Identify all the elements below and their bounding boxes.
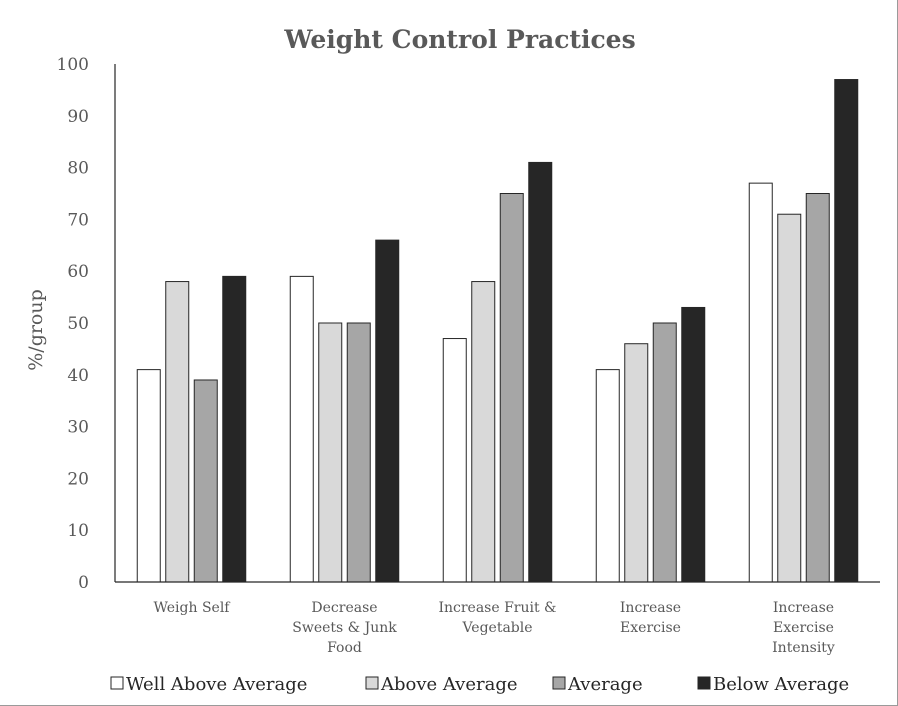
- legend-label: Below Average: [713, 674, 849, 695]
- category-labels: Weigh Self Decrease Sweets & Junk Food Incre…: [154, 600, 835, 656]
- bar-below-average: [834, 79, 859, 583]
- legend: Well Above Average Above Average Average Be…: [110, 674, 849, 695]
- legend-label: Average: [567, 674, 643, 695]
- bar-above-average: [165, 281, 190, 583]
- bar-above-average: [777, 213, 802, 583]
- bar-well-above-average: [136, 369, 161, 583]
- bar-average: [805, 193, 830, 583]
- y-tick-label: 50: [67, 314, 89, 334]
- y-tick-label: 80: [67, 159, 89, 179]
- chart-title: Weight Control Practices: [283, 25, 635, 54]
- bar-well-above-average: [595, 369, 620, 583]
- legend-label: Above Average: [380, 674, 518, 695]
- x-tick-label: Weigh Self: [154, 600, 232, 616]
- y-tick-label: 100: [57, 55, 89, 75]
- y-tick-label: 0: [78, 573, 89, 593]
- bar-well-above-average: [442, 338, 467, 583]
- bar-above-average: [624, 343, 649, 583]
- y-tick-label: 60: [67, 262, 89, 282]
- legend-label: Well Above Average: [126, 674, 307, 695]
- y-axis-ticks: 0 10 20 30 40 50 60 70 80 90 100: [57, 55, 89, 593]
- y-tick-label: 20: [67, 469, 89, 489]
- y-axis-label: %/group: [25, 289, 47, 371]
- bar-below-average: [222, 275, 247, 583]
- legend-swatch: [110, 676, 124, 690]
- bar-well-above-average: [748, 182, 773, 583]
- bar-above-average: [318, 322, 343, 583]
- bar-average: [346, 322, 371, 583]
- bar-above-average: [471, 281, 496, 583]
- bar-average: [499, 193, 524, 583]
- y-tick-label: 70: [67, 210, 89, 230]
- x-tick-label: Increase Fruit & Vegetable: [438, 600, 556, 636]
- bar-below-average: [681, 306, 706, 583]
- legend-swatch: [552, 676, 566, 690]
- y-tick-label: 10: [67, 521, 89, 541]
- bars: [136, 79, 859, 583]
- x-tick-label: Increase Exercise: [620, 600, 681, 636]
- y-tick-label: 30: [67, 418, 89, 438]
- x-tick-label: Decrease Sweets & Junk Food: [292, 600, 397, 656]
- bar-below-average: [375, 239, 400, 583]
- legend-swatch: [365, 676, 379, 690]
- bar-below-average: [528, 161, 553, 583]
- bar-well-above-average: [289, 275, 314, 583]
- x-tick-label: Increase Exercise Intensity: [772, 600, 835, 656]
- bar-average: [652, 322, 677, 583]
- y-tick-label: 90: [67, 107, 89, 127]
- bar-average: [193, 379, 218, 583]
- legend-swatch: [697, 676, 711, 690]
- y-tick-label: 40: [67, 366, 89, 386]
